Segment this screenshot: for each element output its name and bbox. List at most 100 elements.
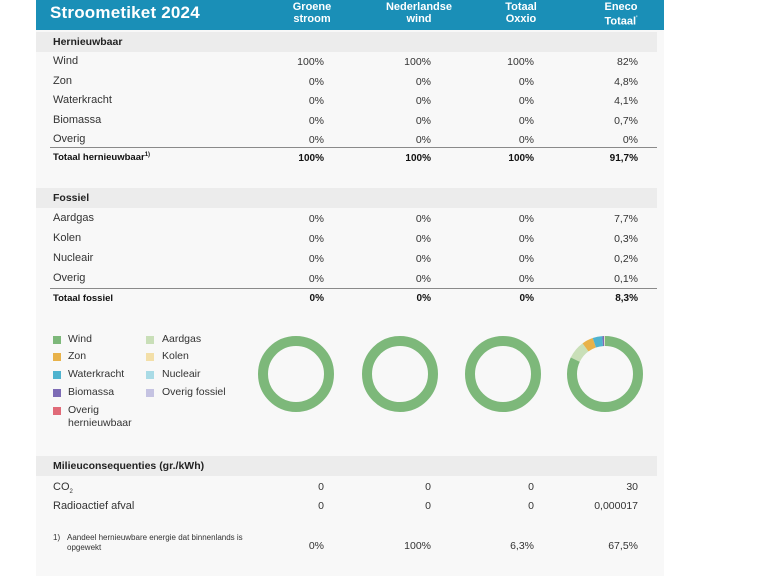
donut-chart-groene-stroom <box>258 336 334 412</box>
column-header-groene-stroom: Groene stroom <box>292 1 332 25</box>
row-label: Overig <box>53 272 86 284</box>
table-cell: 0% <box>622 134 638 146</box>
table-cell: 0% <box>415 134 431 146</box>
table-cell: 7,7% <box>614 213 638 225</box>
divider <box>50 288 657 289</box>
section-consequences: Milieuconsequenties (gr./kWh) <box>36 456 657 476</box>
table-cell: 0% <box>308 253 324 265</box>
legend-swatch-waterkracht <box>53 371 61 379</box>
donut-segment-wind <box>258 336 334 412</box>
row-label: Aardgas <box>53 212 94 224</box>
table-cell: 0 <box>528 500 534 512</box>
section-fossil-heading: Fossiel <box>53 192 90 204</box>
header-bar: Stroometiket 2024 Groene stroom Nederlan… <box>36 0 664 30</box>
section-renewable: Hernieuwbaar <box>36 32 657 52</box>
legend-swatch-aardgas <box>146 336 154 344</box>
table-cell: 0% <box>415 114 431 127</box>
legend-label-kolen: Kolen <box>162 350 189 362</box>
divider <box>50 147 657 148</box>
section-fossil: Fossiel <box>36 188 657 208</box>
legend-swatch-overig-hernieuwbaar <box>53 407 61 415</box>
table-cell: 0% <box>518 273 534 285</box>
table-cell: 0% <box>518 213 534 225</box>
table-cell: 0% <box>415 75 431 88</box>
table-cell: 0% <box>518 253 534 265</box>
table-cell: 0% <box>308 540 324 552</box>
table-cell: 0% <box>308 233 324 245</box>
energy-label-document: Stroometiket 2024 Groene stroom Nederlan… <box>36 0 664 576</box>
table-cell: 0% <box>308 213 324 225</box>
table-cell: 4,8% <box>614 75 638 88</box>
table-cell: 0% <box>308 95 324 107</box>
table-cell: 67,5% <box>608 540 638 552</box>
column-header-nederlandse-wind: Nederlandse wind <box>385 1 453 25</box>
legend-swatch-wind <box>53 336 61 344</box>
fossil-total-label: Totaal fossiel <box>53 293 114 304</box>
table-cell: 0% <box>415 213 431 225</box>
table-cell: 0% <box>518 233 534 245</box>
table-cell: 82% <box>616 56 638 68</box>
legend-swatch-nucleair <box>146 371 154 379</box>
table-cell: 0,2% <box>614 253 638 265</box>
table-cell: 0 <box>318 500 324 512</box>
legend-label-overig-hernieuwbaar: Overig hernieuwbaar <box>68 404 132 429</box>
table-cell: 100% <box>507 56 534 68</box>
table-cell: 0,3% <box>614 233 638 245</box>
legend-label-biomassa: Biomassa <box>68 386 115 398</box>
row-label: Waterkracht <box>53 94 112 106</box>
table-cell: 0% <box>415 273 431 285</box>
donut-segment-wind <box>362 336 438 412</box>
section-consequences-heading: Milieuconsequenties (gr./kWh) <box>53 460 205 472</box>
legend-label-wind: Wind <box>68 333 92 345</box>
table-cell: 100% <box>405 153 431 164</box>
row-label: Overig <box>53 133 86 145</box>
table-cell: 91,7% <box>609 153 638 164</box>
legend-label-aardgas: Aardgas <box>162 333 202 345</box>
table-cell: 30 <box>626 481 638 493</box>
donut-chart-nederlandse-wind <box>362 336 438 412</box>
donut-chart-totaal-oxxio <box>465 336 541 412</box>
legend-swatch-zon <box>53 353 61 361</box>
table-cell: 0% <box>416 293 431 304</box>
table-cell: 0 <box>425 481 431 493</box>
column-header-totaal-oxxio: Totaal Oxxio <box>505 1 537 25</box>
donut-segment-wind <box>465 336 541 412</box>
renewable-total-label: Totaal hernieuwbaar1) <box>53 152 151 164</box>
legend-label-nucleair: Nucleair <box>162 368 201 380</box>
table-cell: 0% <box>519 293 534 304</box>
table-cell: 0% <box>518 134 534 146</box>
table-cell: 100% <box>298 153 324 164</box>
legend-swatch-biomassa <box>53 389 61 397</box>
table-cell: 0% <box>308 75 324 88</box>
table-cell: 100% <box>404 540 431 552</box>
row-label: Biomassa <box>53 113 102 126</box>
table-cell: 4,1% <box>614 95 638 107</box>
table-cell: 0 <box>528 481 534 493</box>
table-cell: 100% <box>404 56 431 68</box>
table-cell: 6,3% <box>510 540 534 552</box>
table-cell: 0 <box>425 500 431 512</box>
row-label: Zon <box>53 74 72 87</box>
table-cell: 0% <box>308 134 324 146</box>
table-cell: 0,1% <box>614 273 638 285</box>
co2-label: CO2 <box>53 481 73 496</box>
legend-label-overig-fossiel: Overig fossiel <box>162 386 226 398</box>
table-cell: 0% <box>518 95 534 107</box>
table-cell: 100% <box>297 56 324 68</box>
legend-swatch-overig-fossiel <box>146 389 154 397</box>
donut-segment-nucleair <box>567 336 643 412</box>
row-label: Wind <box>53 55 79 67</box>
table-cell: 0% <box>518 114 534 127</box>
table-cell: 0% <box>415 233 431 245</box>
column-header-eneco-totaal: Eneco Totaal' <box>604 1 638 28</box>
row-label: Kolen <box>53 232 82 244</box>
table-cell: 0% <box>415 253 431 265</box>
row-label: Nucleair <box>53 252 94 264</box>
table-cell: 8,3% <box>615 293 638 304</box>
section-renewable-heading: Hernieuwbaar <box>53 36 123 48</box>
table-cell: 0% <box>309 293 324 304</box>
table-cell: 0% <box>518 75 534 88</box>
table-cell: 0,7% <box>614 114 638 127</box>
table-cell: 0% <box>308 273 324 285</box>
radioactive-waste-label: Radioactief afval <box>53 500 135 512</box>
